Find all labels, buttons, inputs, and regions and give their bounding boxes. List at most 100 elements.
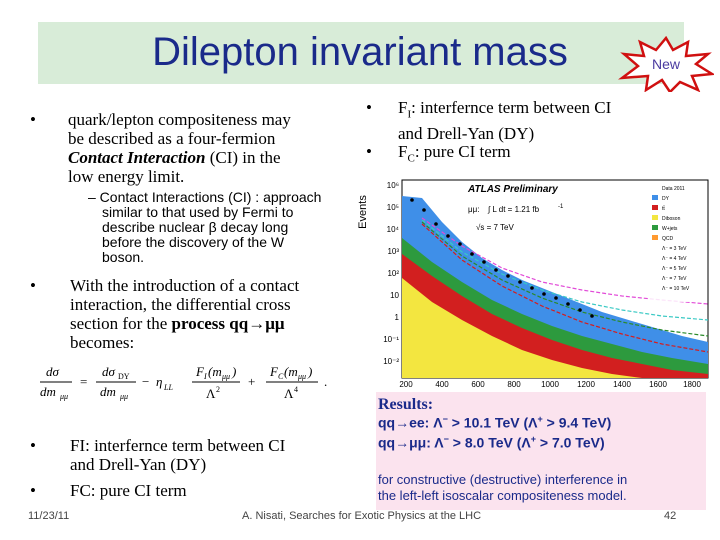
x-tick-label: 200 <box>399 380 413 389</box>
bullet-line: be described as a four-fermion <box>68 129 276 148</box>
x-tick-label: 1200 <box>577 380 595 389</box>
term-symbol: F <box>398 142 408 161</box>
bullet-line: and Drell-Yan (DY) <box>398 124 535 144</box>
results-note-line: for constructive (destructive) interfere… <box>378 472 628 487</box>
svg-text:tt̄: tt̄ <box>662 205 665 212</box>
sub-line: before the discovery of the W <box>102 234 285 250</box>
results-line-ee: qq→ee: Λ− > 10.1 TeV (Λ+ > 9.4 TeV) <box>378 414 611 431</box>
svg-text:DY: DY <box>118 372 130 381</box>
bullet-line: (CI) in the <box>205 148 281 167</box>
svg-text:): ) <box>231 364 236 379</box>
arrow-icon: → <box>248 314 266 333</box>
bullet-line: section for the <box>70 314 172 333</box>
term-subscript: I <box>407 108 412 121</box>
arrow-icon: → <box>395 414 410 431</box>
footer-date: 11/23/11 <box>28 510 70 522</box>
x-tick-label: 1600 <box>649 380 667 389</box>
results-value: > 9.4 TeV) <box>542 414 612 431</box>
svg-text:Λ⁻ = 5 TeV: Λ⁻ = 5 TeV <box>662 266 687 272</box>
svg-text:Λ⁻ = 7 TeV: Λ⁻ = 7 TeV <box>662 276 687 282</box>
plot-background-yellow <box>402 278 642 378</box>
process-final-state: μμ <box>265 314 285 333</box>
minus-superscript: − <box>442 414 448 424</box>
svg-text:+: + <box>248 374 255 389</box>
new-badge-label: New <box>652 56 681 72</box>
svg-text:=: = <box>80 374 87 389</box>
svg-text:dm: dm <box>40 384 56 399</box>
svg-text:I: I <box>203 372 207 381</box>
starburst-icon <box>618 36 714 92</box>
svg-text:Λ: Λ <box>206 386 216 401</box>
term-subscript: C <box>407 152 415 165</box>
results-note: for constructive (destructive) interfere… <box>378 472 627 504</box>
y-tick-label: 10⁶ <box>387 181 399 190</box>
bullet-dot: • <box>30 481 36 500</box>
minus-superscript: − <box>443 434 449 444</box>
bullet-line: With the introduction of a contact <box>70 276 300 295</box>
y-tick-label: 10³ <box>387 247 399 256</box>
ci-curve-4 <box>421 223 709 353</box>
plot-energy-label: √s = 7 TeV <box>476 223 514 232</box>
svg-text:QCD: QCD <box>662 236 674 242</box>
results-process: qq <box>378 434 396 451</box>
bullet-dot: • <box>366 98 372 117</box>
ci-curve-3 <box>421 221 709 337</box>
svg-text:μμ: μμ <box>119 392 128 401</box>
x-tick-label: 400 <box>435 380 449 389</box>
contact-interaction-term: Contact Interaction <box>68 148 206 167</box>
y-tick-label: 10⁴ <box>387 225 400 234</box>
results-channel: μμ: Λ <box>409 434 444 451</box>
results-channel: ee: Λ <box>409 414 443 431</box>
process-label: process qq <box>171 314 249 333</box>
svg-text:Data 2011: Data 2011 <box>662 186 685 192</box>
sub-line: boson. <box>102 249 145 265</box>
plot-channel-label: μμ: <box>468 205 479 214</box>
svg-text:μμ: μμ <box>221 372 230 381</box>
footer-center: A. Nisati, Searches for Exotic Physics a… <box>242 510 482 522</box>
results-line-mumu: qq→μμ: Λ− > 8.0 TeV (Λ+ > 7.0 TeV) <box>378 434 605 451</box>
svg-text:LL: LL <box>163 383 173 392</box>
plot-lumi-sup: -1 <box>558 204 564 210</box>
bullet-line: : interfernce term between CI <box>411 98 612 117</box>
bullet-line: and Drell-Yan (DY) <box>70 455 207 474</box>
bullet-dot: • <box>366 142 372 161</box>
svg-text:η: η <box>156 374 162 389</box>
title-band <box>38 22 684 84</box>
sub-line: similar to that used by Fermi to <box>102 204 294 220</box>
y-tick-label: 10² <box>387 269 399 278</box>
svg-text:dm: dm <box>100 384 116 399</box>
page-title: Dilepton invariant mass <box>152 30 568 74</box>
plot-atlas-label: ATLAS Preliminary <box>467 184 558 195</box>
svg-text:Λ: Λ <box>284 386 294 401</box>
term-symbol: F <box>398 98 408 117</box>
svg-text:Λ⁻ = 3 TeV: Λ⁻ = 3 TeV <box>662 246 687 252</box>
results-value: > 7.0 TeV) <box>536 434 605 451</box>
bullet-cross-section: • With the introduction of a contact int… <box>30 276 360 356</box>
data-points <box>410 198 594 318</box>
svg-text:): ) <box>307 364 312 379</box>
svg-text:(m: (m <box>208 364 222 379</box>
sub-line: describe nuclear β decay long <box>102 219 289 235</box>
plus-superscript: + <box>537 414 543 424</box>
y-tick-label: 10⁻² <box>383 357 399 366</box>
ci-curve-1 <box>421 217 709 305</box>
svg-text:W+jets: W+jets <box>662 226 678 232</box>
svg-text:4: 4 <box>294 385 298 394</box>
bullet-dot: • <box>30 276 36 295</box>
x-tick-label: 1800 <box>683 380 701 389</box>
arrow-icon: → <box>395 434 410 451</box>
y-tick-label: 10 <box>390 291 399 300</box>
dimuon-mass-plot: Events Data 2011 DY tt̄ Diboson W+jets Q… <box>352 178 712 390</box>
svg-text:Diboson: Diboson <box>662 216 681 222</box>
x-tick-label: 600 <box>471 380 485 389</box>
svg-text:.: . <box>324 374 327 389</box>
bullet-line: interaction, the differential cross <box>70 295 291 314</box>
bullet-compositeness: • quark/lepton compositeness may be desc… <box>30 110 360 190</box>
x-tick-label: 1400 <box>613 380 631 389</box>
svg-text:F: F <box>269 364 279 379</box>
x-tick-label: 800 <box>507 380 521 389</box>
svg-text:dσ: dσ <box>46 364 60 379</box>
svg-text:μμ: μμ <box>297 372 306 381</box>
y-tick-label: 10⁻¹ <box>383 335 399 344</box>
